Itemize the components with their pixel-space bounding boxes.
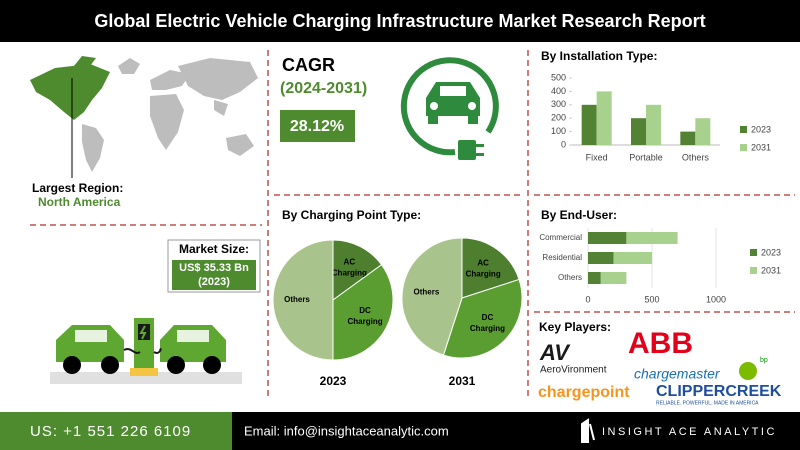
pie-slice xyxy=(461,237,520,299)
pie-label: AC Charging xyxy=(332,258,367,278)
y-tick-label: Commercial xyxy=(539,233,582,242)
pie-label: DC Charging xyxy=(348,306,383,326)
legend-swatch xyxy=(750,267,757,274)
abb-logo: ABB xyxy=(628,327,693,360)
pie-label: DC Charging xyxy=(470,313,505,333)
key-players-title: Key Players: xyxy=(539,320,611,334)
pie-slice xyxy=(332,239,383,301)
cagr-value-box xyxy=(280,110,355,142)
bar-segment xyxy=(600,272,627,284)
charging-illustration xyxy=(50,318,242,384)
ev-icon xyxy=(400,57,499,160)
bar xyxy=(581,104,597,145)
footer-phone-box xyxy=(0,412,232,450)
title: Global Electric Vehicle Charging Infrast… xyxy=(94,11,705,31)
pie-year: 2023 xyxy=(320,374,347,388)
y-tick-label: 400 xyxy=(551,86,566,96)
bar-segment xyxy=(626,232,678,244)
footer-email: Email: info@insightaceanalytic.com xyxy=(244,423,449,438)
bar-segment xyxy=(613,252,652,264)
x-tick-label: 1000 xyxy=(706,294,726,304)
bar xyxy=(631,118,646,145)
pie-label: Others xyxy=(414,287,440,296)
chargepoint-logo: chargepoint xyxy=(538,384,630,401)
x-tick-label: Fixed xyxy=(586,152,608,162)
region-label: Largest Region: xyxy=(32,181,123,195)
legend-swatch xyxy=(750,249,757,256)
y-tick-label: 0 xyxy=(561,139,566,149)
market-size-value: US$ 35.33 Bn xyxy=(179,262,249,274)
x-tick-label: Others xyxy=(682,152,710,162)
y-tick-label: 200 xyxy=(551,113,566,123)
pie-label: Others xyxy=(284,295,310,304)
x-tick-label: 0 xyxy=(585,294,590,304)
pie-label: AC Charging xyxy=(466,258,501,278)
bar xyxy=(646,104,661,145)
legend-swatch xyxy=(740,144,747,151)
pie-slice xyxy=(401,237,463,356)
world-map xyxy=(30,56,258,178)
y-tick-label: Others xyxy=(558,273,582,282)
aerovironment-mark: AV xyxy=(539,340,571,365)
brand-icon xyxy=(581,418,595,443)
bar xyxy=(695,118,711,145)
clippercreek-logo: CLIPPERCREEK xyxy=(656,383,782,400)
installation-title: By Installation Type: xyxy=(541,49,657,63)
aerovironment-name: AeroVironment xyxy=(540,365,607,376)
legend-label: 2031 xyxy=(751,142,771,152)
footer-brand: INSIGHT ACE ANALYTIC xyxy=(602,426,777,438)
footer-bar xyxy=(232,412,800,450)
pie-year: 2031 xyxy=(449,374,476,388)
region-value: North America xyxy=(38,195,121,209)
y-tick-label: 100 xyxy=(551,126,566,136)
bar xyxy=(680,131,696,145)
end-user-title: By End-User: xyxy=(541,208,617,222)
bar xyxy=(596,91,612,145)
y-tick-label: Residential xyxy=(542,253,582,262)
x-tick-label: Portable xyxy=(629,152,663,162)
y-tick-label: 300 xyxy=(551,99,566,109)
header-bar xyxy=(0,0,800,42)
cagr-value: 28.12% xyxy=(290,118,344,135)
legend-label: 2023 xyxy=(751,124,771,134)
bp-icon xyxy=(739,362,757,380)
pie-slice xyxy=(272,239,334,361)
market-size-value-box xyxy=(172,260,256,290)
y-tick-label: 500 xyxy=(551,72,566,82)
bar-segment xyxy=(588,272,601,284)
bar-segment xyxy=(588,252,614,264)
pie-section-title: By Charging Point Type: xyxy=(282,208,421,222)
legend-swatch xyxy=(740,126,747,133)
bar-segment xyxy=(588,232,627,244)
legend-label: 2023 xyxy=(761,247,781,257)
market-size-year: (2023) xyxy=(198,276,230,288)
cagr-period: (2024-2031) xyxy=(280,80,367,97)
market-size-label: Market Size: xyxy=(179,242,249,256)
x-tick-label: 500 xyxy=(644,294,659,304)
bp-label: bp xyxy=(760,357,768,364)
legend-label: 2031 xyxy=(761,265,781,275)
footer-phone: US: +1 551 226 6109 xyxy=(30,423,191,440)
pie-slice xyxy=(442,278,523,359)
cagr-label: CAGR xyxy=(282,55,335,75)
chargemaster-logo: chargemaster xyxy=(634,366,721,382)
clippercreek-tagline: RELIABLE. POWERFUL. MADE IN AMERICA xyxy=(656,400,759,406)
pie-slice xyxy=(332,264,394,361)
